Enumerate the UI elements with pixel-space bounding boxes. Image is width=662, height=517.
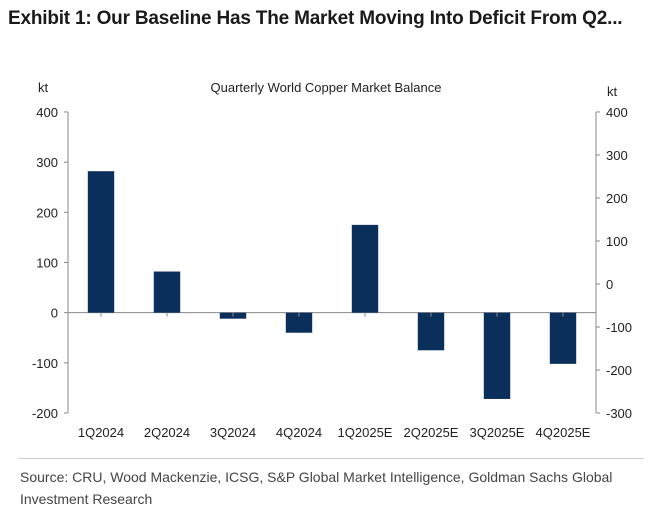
right-axis-tick-label: -100	[606, 320, 632, 335]
left-axis-tick-label: -100	[32, 356, 58, 371]
right-axis-tick-label: 200	[606, 191, 628, 206]
x-axis-tick-label: 3Q2025E	[470, 425, 525, 440]
bar-4Q2025E	[549, 312, 577, 364]
left-axis-tick-label: -200	[32, 406, 58, 421]
bar-2Q2025E	[417, 312, 445, 351]
chart-title: Quarterly World Copper Market Balance	[211, 80, 442, 95]
left-axis-unit: kt	[38, 80, 49, 95]
x-axis-tick-label: 2Q2025E	[404, 425, 459, 440]
x-axis-tick-label: 1Q2024	[78, 425, 124, 440]
x-axis-tick-label: 2Q2024	[144, 425, 190, 440]
exhibit-title: Exhibit 1: Our Baseline Has The Market M…	[8, 8, 623, 29]
bar-1Q2025E	[351, 224, 379, 313]
bar-3Q2025E	[483, 312, 511, 399]
right-axis-tick-label: 100	[606, 234, 628, 249]
right-axis-unit: kt	[607, 84, 618, 99]
right-axis-tick-label: -200	[606, 363, 632, 378]
x-axis-tick-label: 1Q2025E	[338, 425, 393, 440]
right-axis-tick-label: 0	[606, 277, 613, 292]
right-axis-tick-label: -300	[606, 406, 632, 421]
left-axis-tick-label: 400	[36, 105, 58, 120]
x-axis-tick-label: 4Q2025E	[536, 425, 591, 440]
bar-4Q2024	[285, 312, 313, 333]
copper-balance-chart: Quarterly World Copper Market Balance kt…	[32, 80, 632, 440]
left-axis-tick-label: 100	[36, 256, 58, 271]
left-axis-tick-label: 300	[36, 155, 58, 170]
right-axis-tick-label: 400	[606, 105, 628, 120]
x-axis-tick-label: 3Q2024	[210, 425, 256, 440]
right-axis-tick-label: 300	[606, 148, 628, 163]
x-axis-tick-label: 4Q2024	[276, 425, 322, 440]
bar-1Q2024	[87, 171, 115, 313]
bar-2Q2024	[153, 271, 181, 313]
source-divider	[18, 458, 644, 459]
left-axis-tick-label: 200	[36, 205, 58, 220]
left-axis-tick-label: 0	[51, 306, 58, 321]
source-note: Source: CRU, Wood Mackenzie, ICSG, S&P G…	[20, 469, 613, 507]
